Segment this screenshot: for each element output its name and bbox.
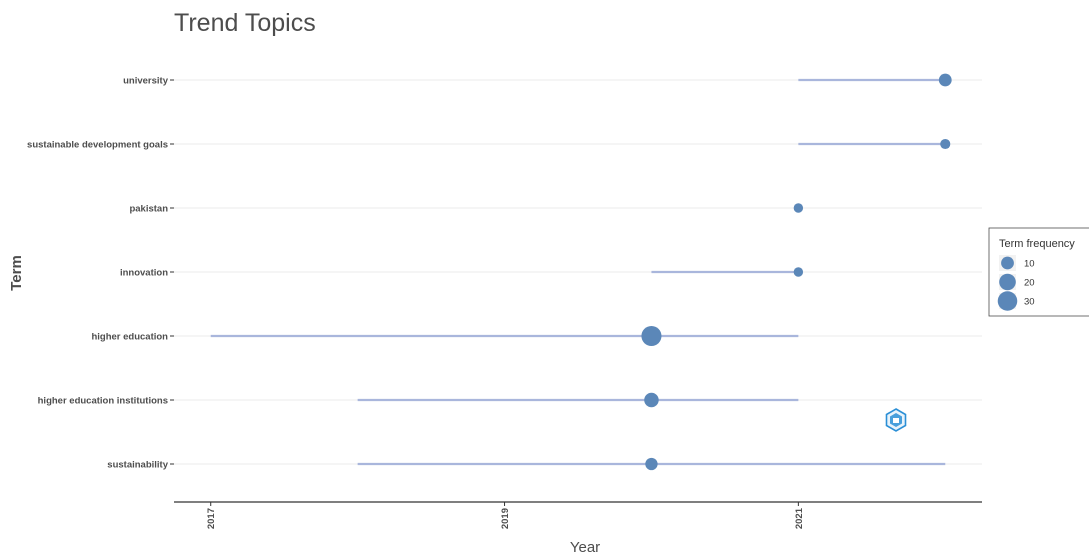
legend-label: 30 bbox=[1024, 297, 1035, 308]
legend-label: 10 bbox=[1024, 259, 1035, 270]
legend-entries: 10 20 30 bbox=[997, 255, 1035, 311]
term-label: sustainable development goals bbox=[27, 140, 168, 151]
legend-title: Term frequency bbox=[999, 238, 1075, 250]
term-point bbox=[641, 325, 662, 347]
term-point bbox=[793, 203, 804, 213]
legend-point bbox=[997, 291, 1018, 311]
term-label: higher education institutions bbox=[38, 396, 168, 407]
y-axis-label: Term bbox=[8, 255, 25, 291]
year-tick-label: 2017 bbox=[206, 508, 217, 529]
legend-label: 20 bbox=[1024, 278, 1035, 289]
term-point bbox=[645, 457, 658, 471]
year-tick-label: 2021 bbox=[794, 507, 805, 529]
term-label: innovation bbox=[120, 268, 168, 279]
grid-lines bbox=[174, 79, 982, 465]
legend-point bbox=[999, 273, 1016, 291]
legend-point bbox=[1001, 256, 1014, 270]
term-points bbox=[641, 73, 952, 471]
year-tick-labels: 2017 2019 2021 bbox=[206, 502, 805, 529]
term-label: pakistan bbox=[129, 204, 168, 215]
term-tick-labels: university sustainable development goals p… bbox=[27, 76, 174, 471]
term-point bbox=[938, 73, 952, 87]
term-point bbox=[940, 138, 951, 150]
term-label: university bbox=[123, 76, 169, 87]
legend: Term frequency 10 20 30 bbox=[988, 227, 1089, 317]
bibliometrix-logo-icon bbox=[885, 408, 907, 432]
term-point bbox=[793, 267, 804, 277]
chart-title: Trend Topics bbox=[174, 9, 316, 37]
term-point bbox=[644, 392, 659, 408]
x-axis-label: Year bbox=[570, 539, 600, 554]
year-tick-label: 2019 bbox=[500, 508, 511, 529]
term-label: sustainability bbox=[107, 460, 168, 471]
term-label: higher education bbox=[91, 332, 168, 343]
